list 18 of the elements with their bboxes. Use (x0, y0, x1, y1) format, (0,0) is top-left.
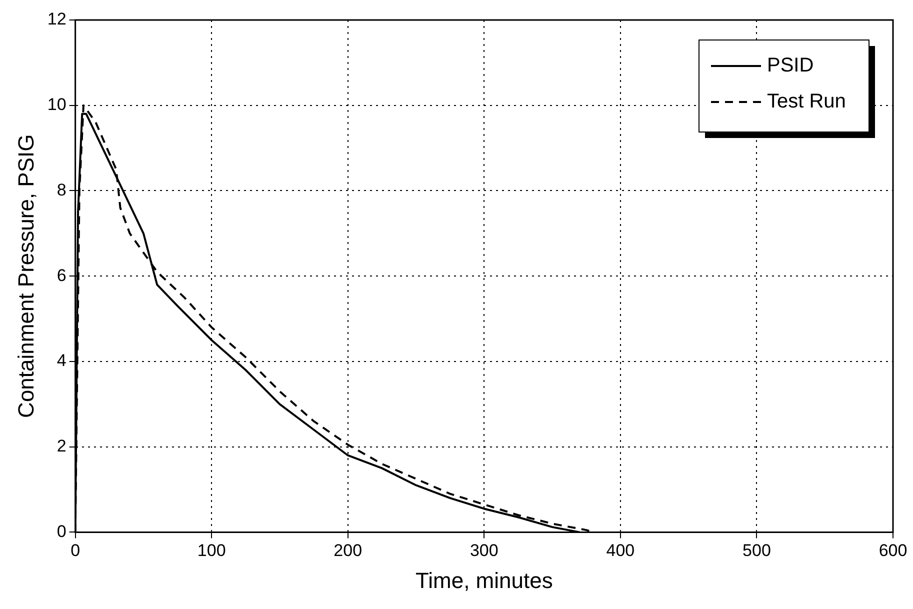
x-tick-label: 300 (470, 541, 498, 560)
x-tick-label: 400 (606, 541, 635, 560)
x-tick-label: 500 (742, 541, 771, 560)
y-tick-label: 2 (56, 436, 66, 456)
y-tick-label: 0 (56, 522, 66, 541)
x-tick-label: 600 (878, 541, 908, 560)
x-tick-label: 0 (70, 541, 80, 560)
y-tick-label: 6 (56, 266, 66, 285)
y-axis-title: Containment Pressure, PSIG (13, 134, 38, 418)
legend-label: PSID (767, 54, 814, 77)
x-axis-title: Time, minutes (415, 568, 553, 593)
legend-label: Test Run (767, 90, 846, 113)
y-tick-label: 10 (47, 95, 66, 114)
y-tick-label: 12 (47, 10, 66, 29)
y-tick-label: 4 (56, 351, 66, 370)
x-tick-label: 200 (334, 541, 362, 560)
x-tick-label: 100 (197, 541, 226, 560)
y-tick-label: 8 (56, 180, 66, 200)
